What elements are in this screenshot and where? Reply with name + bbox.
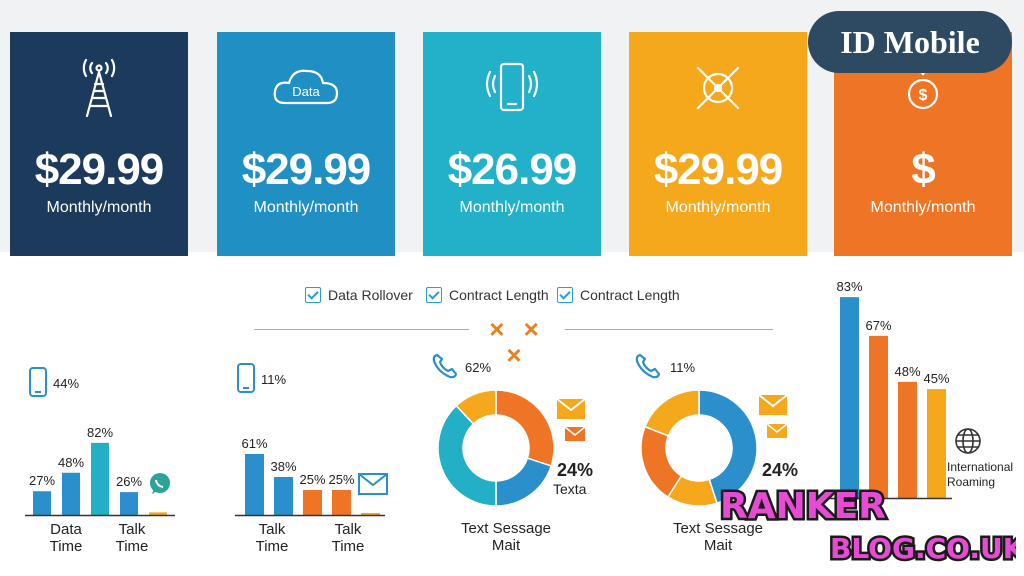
usage-bar-chart: 61%38%25% 25%: [235, 436, 385, 517]
bar: [332, 490, 351, 515]
feature-checkbox[interactable]: Contract Length: [557, 285, 680, 305]
bar: [91, 442, 109, 515]
crossed-target-icon: [629, 56, 807, 120]
bar: [869, 335, 888, 498]
chart5-side-label: International Roaming: [947, 460, 1014, 489]
feature-label: Data Rollover: [328, 287, 413, 303]
plan-price: $26.99: [447, 145, 578, 194]
cell-tower-icon: [10, 56, 188, 120]
bar: [33, 491, 51, 515]
envelope-icon: [766, 423, 788, 438]
usage-bar-chart: 27%48%82% 26%: [25, 425, 175, 517]
bar: [303, 490, 322, 515]
chart2-header-value: 11%: [261, 372, 287, 387]
data-cloud-icon: Data: [217, 56, 395, 120]
bar: [62, 472, 80, 515]
donut-slice: [644, 389, 700, 437]
plan-period: Monthly/month: [459, 199, 565, 216]
bar-value-label: 27%: [29, 473, 55, 488]
donut-slice: [437, 404, 497, 507]
ranker-blog-logo: RANKER BLOG.CO.UK: [718, 484, 1017, 568]
data-icon-text: Data: [292, 84, 320, 99]
plan-price: $29.99: [653, 145, 784, 194]
phone-icon: [29, 367, 47, 397]
chart4-header-value: 11%: [670, 360, 696, 375]
divider-marks: × × ×: [489, 314, 545, 370]
checkbox-icon: [557, 287, 573, 303]
bar: [361, 513, 380, 515]
plan-period: Monthly/month: [665, 199, 771, 216]
bar-value-label: 38%: [270, 459, 296, 474]
checkbox-icon: [305, 287, 321, 303]
envelope-icon: [358, 473, 388, 495]
roaming-bar-chart: 83% 67% 48% 45%: [826, 279, 952, 500]
svg-text:BLOG.CO.UK: BLOG.CO.UK: [830, 532, 1016, 565]
handset-icon: [635, 353, 661, 379]
bar-value-label: 45%: [923, 371, 949, 386]
plan-period: Monthly/month: [46, 199, 152, 216]
bar-value-label: 48%: [894, 364, 920, 379]
envelope-icon: [758, 394, 788, 415]
chart4-caption: Text Sessage Mait: [672, 520, 764, 554]
chart3-side-value: 24%: [557, 460, 594, 480]
plan-card[interactable]: $29.99 Monthly/month: [10, 32, 188, 256]
donut-slice: [495, 389, 555, 467]
bar-value-label: 82%: [87, 425, 113, 440]
bar-value-label: 61%: [241, 436, 267, 451]
handset-icon: [432, 353, 458, 379]
bar-value-label: 25%: [328, 472, 354, 487]
plan-card[interactable]: $26.99 Monthly/month: [423, 32, 601, 256]
feature-checkbox[interactable]: Data Rollover: [305, 285, 413, 305]
chart3-header-value: 62%: [465, 360, 492, 375]
smartphone-icon: [423, 56, 601, 120]
feature-checkbox[interactable]: Contract Length: [426, 285, 549, 305]
chart2-category: Talk Time: [331, 521, 365, 555]
usage-donut-chart: [640, 389, 758, 507]
checkbox-icon: [426, 287, 442, 303]
chart3-side-label: Texta: [553, 481, 587, 497]
phone-icon: [237, 363, 255, 393]
chart4-side-value: 24%: [762, 460, 799, 480]
bar-value-label: 48%: [58, 455, 84, 470]
envelope-icon: [556, 398, 586, 419]
bar-value-label: 26%: [116, 474, 142, 489]
plan-card[interactable]: Data $29.99 Monthly/month: [217, 32, 395, 256]
bar: [898, 381, 917, 498]
whatsapp-icon: [150, 473, 170, 494]
donut-slice: [698, 389, 758, 505]
chart1-category: Talk Time: [115, 521, 149, 555]
chart3-caption: Text Sessage Mait: [460, 520, 552, 554]
brand-badge: ID Mobile: [808, 11, 1012, 73]
bar: [120, 492, 138, 515]
feature-label: Contract Length: [449, 287, 549, 303]
bar: [840, 297, 859, 498]
divider-left: [254, 329, 469, 330]
svg-text:$: $: [919, 87, 928, 104]
bar-value-label: 83%: [836, 279, 862, 294]
bar-value-label: 25%: [299, 472, 325, 487]
bar: [927, 389, 946, 498]
chart1-header-value: 44%: [53, 376, 80, 391]
donut-slice: [495, 457, 553, 507]
bar: [149, 512, 167, 515]
donut-slice: [455, 389, 497, 426]
plan-period: Monthly/month: [870, 199, 976, 216]
divider-right: [565, 329, 773, 330]
bar: [274, 477, 293, 515]
usage-donut-chart: [437, 389, 555, 507]
envelope-icon: [564, 426, 586, 441]
chart1-category: Data Time: [49, 521, 83, 555]
plan-price: $29.99: [241, 145, 372, 194]
bar: [245, 454, 264, 515]
plan-card[interactable]: $29.99 Monthly/month: [629, 32, 807, 256]
plan-period: Monthly/month: [253, 199, 359, 216]
globe-icon: [955, 428, 981, 454]
plan-price: $29.99: [34, 145, 165, 194]
svg-text:RANKER: RANKER: [720, 486, 886, 527]
bar-value-label: 67%: [865, 318, 891, 333]
chart2-category: Talk Time: [255, 521, 289, 555]
plan-price: $: [911, 145, 935, 194]
feature-label: Contract Length: [580, 287, 680, 303]
donut-slice: [640, 425, 683, 499]
